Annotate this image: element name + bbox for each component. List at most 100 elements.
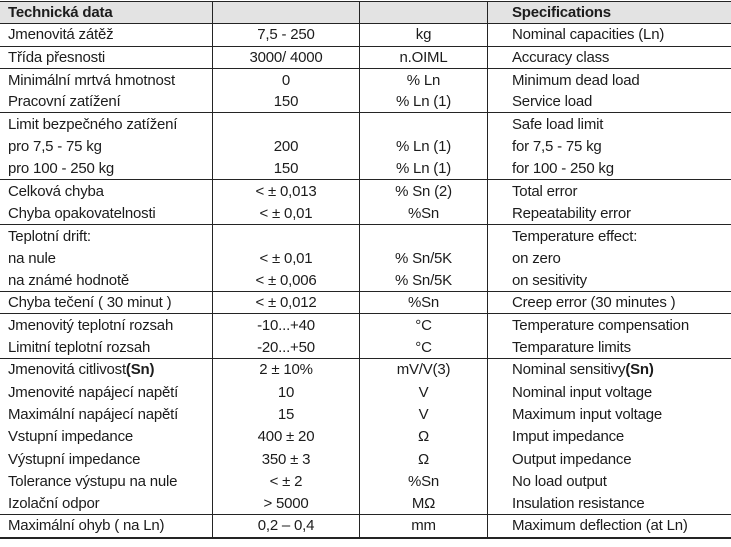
value-cell: < ± 0,01 [213, 247, 360, 270]
table-row: Minimální mrtvá hmotnost 0 % Ln Minimum … [0, 68, 731, 92]
table-row: Vstupní impedance 400 ± 20 Ω Imput imped… [0, 425, 731, 448]
english-label-cell: Nominal input voltage [512, 383, 653, 401]
header-value-column [213, 2, 360, 24]
unit-cell [360, 224, 488, 248]
czech-label-cell: Tolerance výstupu na nule [0, 470, 213, 493]
table-row: na nule < ± 0,01 % Sn/5K on zero [0, 247, 731, 270]
english-label-cell: Imput impedance [512, 428, 625, 446]
value-cell: > 5000 [213, 492, 360, 514]
english-label-cell: Nominal capacities (Ln) [512, 26, 665, 44]
value-cell: 200 [213, 135, 360, 159]
table-row: Tolerance výstupu na nule < ± 2 %Sn No l… [0, 470, 731, 493]
value-cell: 400 ± 20 [213, 425, 360, 448]
unit-cell: V [360, 381, 488, 404]
unit-cell: n.OIML [360, 46, 488, 68]
value-cell: 150 [213, 91, 360, 113]
english-label-cell: Nominal sensitivy (Sn) [512, 361, 654, 379]
english-label-cell: on sesitivity [512, 271, 587, 289]
czech-label-cell: na známé hodnotě [0, 269, 213, 291]
value-cell: 2 ± 10% [213, 358, 360, 382]
value-cell: < ± 0,012 [213, 291, 360, 314]
unit-cell [360, 113, 488, 136]
czech-label-cell: pro 7,5 - 75 kg [0, 135, 213, 159]
unit-cell: % Ln [360, 68, 488, 92]
czech-label-cell: Jmenovité napájecí napětí [0, 381, 213, 404]
unit-cell: % Sn (2) [360, 180, 488, 203]
value-cell: 3000/ 4000 [213, 46, 360, 68]
table-row: pro 7,5 - 75 kg 200 % Ln (1) for 7,5 - 7… [0, 135, 731, 159]
unit-cell: V [360, 403, 488, 426]
english-label-cell: Total error [512, 183, 578, 201]
table-row: Maximální ohyb ( na Ln) 0,2 – 0,4 mm Max… [0, 514, 731, 538]
english-label-cell: Maximum deflection (at Ln) [512, 517, 688, 535]
table-row: Chyba opakovatelnosti < ± 0,01 %Sn Repea… [0, 202, 731, 225]
table-row: na známé hodnotě < ± 0,006 % Sn/5K on se… [0, 269, 731, 292]
czech-label-cell: Izolační odpor [0, 492, 213, 514]
value-cell: 0 [213, 68, 360, 92]
unit-cell: %Sn [360, 202, 488, 224]
table-row: Limitní teplotní rozsah -20...+50 °C Tem… [0, 336, 731, 359]
table-row: Izolační odpor > 5000 MΩ Insulation resi… [0, 492, 731, 515]
table-body: Jmenovitá zátěž 7,5 - 250 kg Nominal cap… [0, 24, 731, 538]
english-label-cell: Creep error (30 minutes ) [512, 294, 676, 311]
czech-label-cell: Chyba opakovatelnosti [0, 202, 213, 224]
english-bold-suffix: (Sn) [625, 361, 654, 379]
unit-cell: kg [360, 24, 488, 46]
czech-label-cell: Chyba tečení ( 30 minut ) [0, 291, 213, 314]
czech-label-cell: Jmenovitá citlivost (Sn) [0, 358, 213, 382]
unit-cell: % Ln (1) [360, 91, 488, 113]
unit-cell: mV/V(3) [360, 358, 488, 382]
czech-label-cell: Jmenovitá zátěž [0, 24, 213, 46]
english-label-cell: on zero [512, 249, 561, 267]
czech-label-cell: Maximální napájecí napětí [0, 403, 213, 426]
header-czech-title: Technická data [0, 2, 213, 24]
value-cell: 0,2 – 0,4 [213, 514, 360, 538]
unit-cell: %Sn [360, 470, 488, 493]
table-row: Chyba tečení ( 30 minut ) < ± 0,012 %Sn … [0, 291, 731, 315]
czech-label-cell: Jmenovitý teplotní rozsah [0, 314, 213, 337]
czech-label-cell: Výstupní impedance [0, 447, 213, 471]
czech-label-cell: Vstupní impedance [0, 425, 213, 448]
english-label-cell: Service load [512, 93, 593, 111]
header-english-title: Specifications [512, 4, 611, 22]
english-label-cell: No load output [512, 472, 607, 490]
table-row: Celková chyba < ± 0,013 % Sn (2) Total e… [0, 180, 731, 203]
unit-cell: mm [360, 514, 488, 538]
unit-cell: % Sn/5K [360, 247, 488, 270]
unit-cell: °C [360, 314, 488, 337]
czech-label-cell: Maximální ohyb ( na Ln) [0, 514, 213, 538]
unit-cell: Ω [360, 447, 488, 471]
table-row: Limit bezpečného zatížení Safe load limi… [0, 113, 731, 136]
table-row: Pracovní zatížení 150 % Ln (1) Service l… [0, 91, 731, 114]
english-label-cell: Accuracy class [512, 48, 610, 66]
value-cell: < ± 2 [213, 470, 360, 493]
table-row: Teplotní drift: Temperature effect: [0, 224, 731, 248]
table-row: Jmenovitý teplotní rozsah -10...+40 °C T… [0, 314, 731, 337]
header-unit-column [360, 2, 488, 24]
unit-cell: % Sn/5K [360, 269, 488, 291]
value-cell: 350 ± 3 [213, 447, 360, 471]
value-cell [213, 113, 360, 136]
czech-label-cell: na nule [0, 247, 213, 270]
value-cell: 15 [213, 403, 360, 426]
english-label-cell: Output impedance [512, 450, 632, 468]
value-cell: < ± 0,013 [213, 180, 360, 203]
unit-cell: % Ln (1) [360, 158, 488, 180]
table-row: Jmenovité napájecí napětí 10 V Nominal i… [0, 381, 731, 404]
table-row: Třída přesnosti 3000/ 4000 n.OIML Accura… [0, 46, 731, 69]
unit-cell: % Ln (1) [360, 135, 488, 159]
english-label-cell: Safe load limit [512, 116, 604, 134]
value-cell: -10...+40 [213, 314, 360, 337]
english-label-cell: Temperature compensation [512, 316, 689, 334]
table-row: pro 100 - 250 kg 150 % Ln (1) for 100 - … [0, 158, 731, 181]
english-label-cell: for 100 - 250 kg [512, 160, 614, 178]
table-row: Jmenovitá zátěž 7,5 - 250 kg Nominal cap… [0, 24, 731, 47]
czech-label-cell: pro 100 - 250 kg [0, 158, 213, 180]
czech-label-cell: Limit bezpečného zatížení [0, 113, 213, 136]
value-cell: 10 [213, 381, 360, 404]
table-row: Maximální napájecí napětí 15 V Maximum i… [0, 403, 731, 426]
value-cell: 150 [213, 158, 360, 180]
unit-cell: %Sn [360, 291, 488, 314]
